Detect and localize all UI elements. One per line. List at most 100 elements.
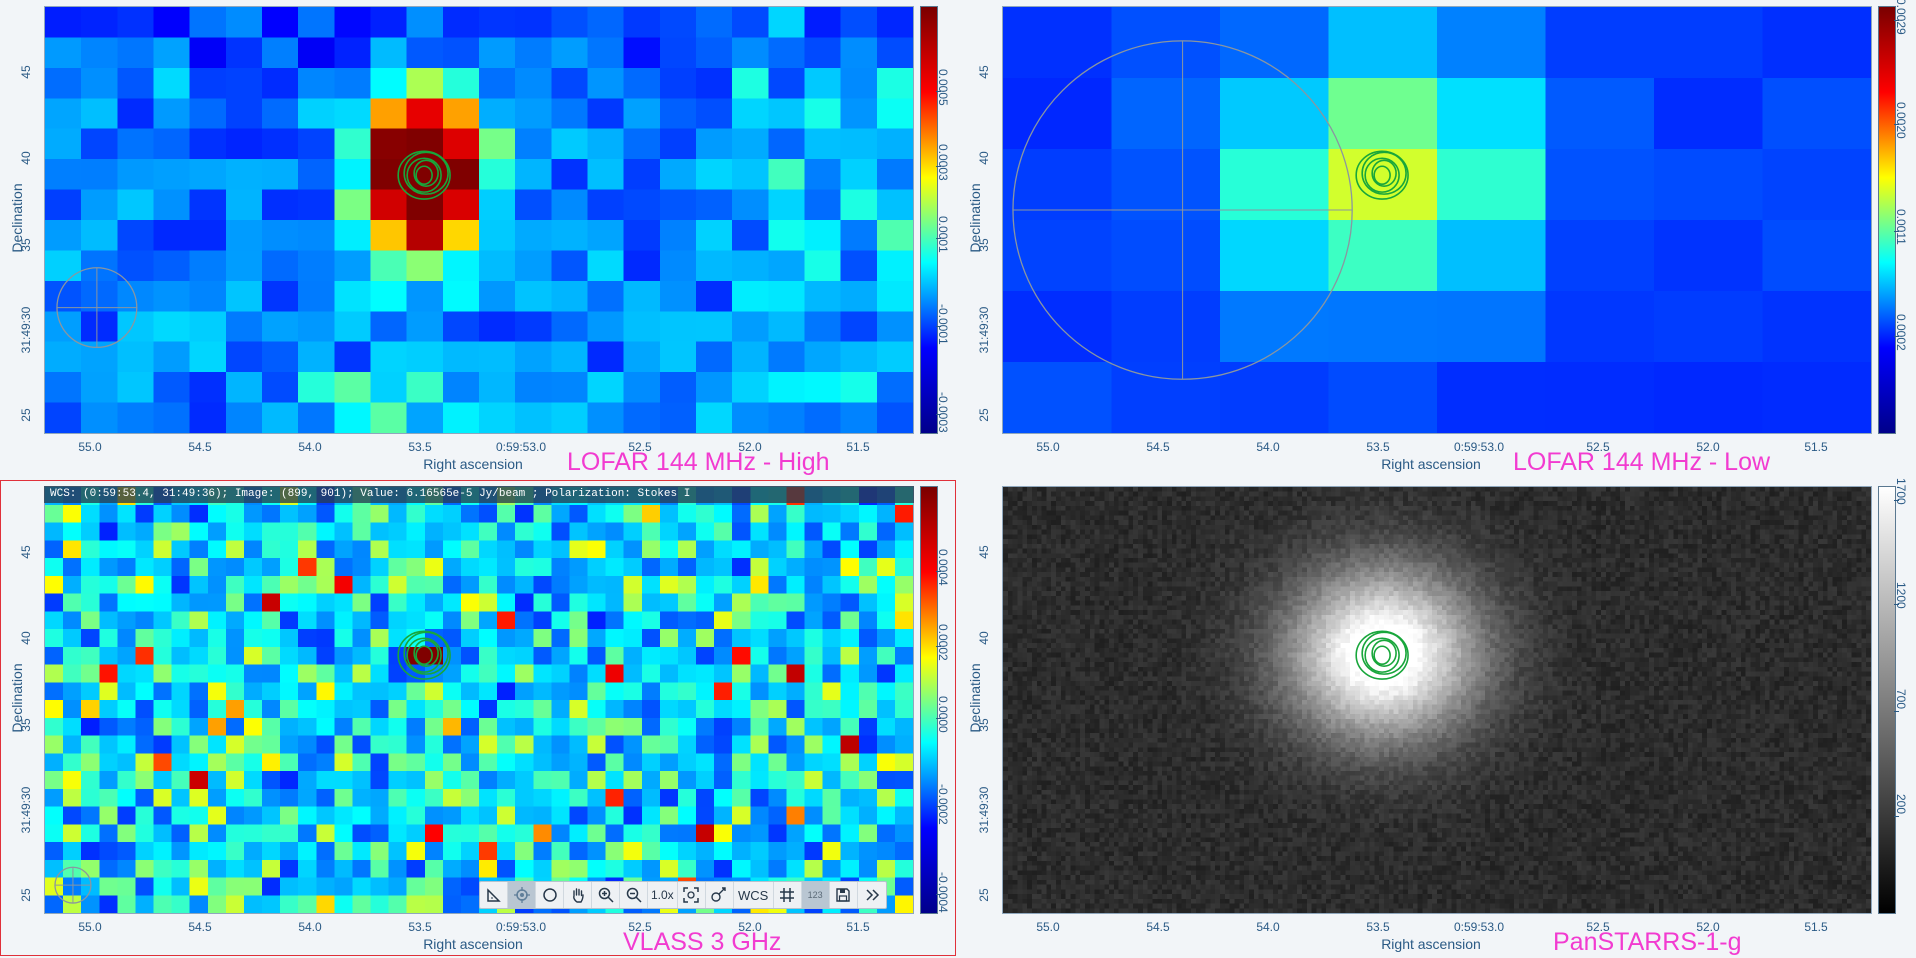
more-icon bbox=[866, 889, 879, 901]
x-tick-label: 54.0 bbox=[1256, 440, 1280, 454]
raster-image[interactable] bbox=[1003, 487, 1871, 913]
save-icon bbox=[836, 888, 850, 902]
panel-panstarrs[interactable]: 1700 1200 700 200 Declination 45 40 35 31:49:30 2… bbox=[958, 478, 1914, 956]
y-tick-label: 25 bbox=[19, 408, 33, 422]
coord-system-button[interactable]: WCS bbox=[734, 882, 774, 908]
pan-hand-icon bbox=[572, 888, 584, 903]
raster-image[interactable] bbox=[45, 487, 913, 913]
x-tick-label: 51.5 bbox=[1804, 440, 1828, 454]
raster-image[interactable] bbox=[45, 7, 913, 433]
x-tick-label: 54.0 bbox=[298, 440, 322, 454]
zoom-out-button[interactable] bbox=[620, 882, 648, 908]
catalog-button[interactable] bbox=[706, 882, 734, 908]
contour-overlay bbox=[397, 630, 451, 680]
x-tick-label: 53.5 bbox=[408, 440, 432, 454]
colorbar-tick-label: -0.0002 bbox=[936, 784, 950, 825]
x-tick-label: 55.0 bbox=[1036, 440, 1060, 454]
y-tick-label: 40 bbox=[977, 631, 991, 645]
y-tick-label: 31:49:30 bbox=[19, 306, 33, 354]
colorbar-tick bbox=[936, 166, 941, 167]
distance-measure-button[interactable] bbox=[480, 882, 508, 908]
colorbar-tick bbox=[1894, 816, 1899, 817]
colorbar-tick-label: 0.0003 bbox=[936, 144, 950, 181]
x-tick-label: 54.5 bbox=[1146, 440, 1170, 454]
colorbar-tick-label: 1200 bbox=[1894, 582, 1908, 609]
raster-image[interactable] bbox=[1003, 7, 1871, 433]
colorbar-tick bbox=[936, 894, 941, 895]
x-tick-label: 51.5 bbox=[846, 920, 870, 934]
colorbar-tick bbox=[936, 718, 941, 719]
x-tick-label: 53.5 bbox=[1366, 920, 1390, 934]
ruler-icon bbox=[486, 888, 501, 902]
beam-marker bbox=[54, 866, 92, 904]
colorbar-tick bbox=[936, 571, 941, 572]
colorbar-tick bbox=[1894, 500, 1899, 501]
y-tick-label: 25 bbox=[19, 888, 33, 902]
x-tick-label: 52.0 bbox=[738, 440, 762, 454]
colorbar-tick-label: 1700 bbox=[1894, 478, 1908, 505]
x-tick-label: 0:59:53.0 bbox=[495, 440, 547, 454]
colorbar-tick-label: -0.0003 bbox=[936, 392, 950, 433]
crosshair-icon bbox=[513, 887, 530, 903]
x-tick-label: 0:59:53.0 bbox=[1453, 920, 1505, 934]
x-tick-label: 51.5 bbox=[846, 440, 870, 454]
zoom-in-button[interactable] bbox=[592, 882, 620, 908]
y-tick-label: 35 bbox=[977, 238, 991, 252]
y-tick-label: 45 bbox=[19, 545, 33, 559]
x-tick-label: 54.5 bbox=[1146, 920, 1170, 934]
zoom-out-icon bbox=[626, 887, 642, 903]
image-view[interactable] bbox=[1002, 486, 1872, 914]
beam-marker bbox=[1012, 40, 1353, 380]
region-button[interactable] bbox=[536, 882, 564, 908]
x-tick-label: 52.0 bbox=[738, 920, 762, 934]
beam-marker bbox=[56, 267, 138, 349]
colorbar-tick-label: 0.0002 bbox=[1894, 314, 1908, 351]
contour-overlay bbox=[1355, 150, 1409, 200]
panel-lofar-low[interactable]: 0.0029 0.0020 0.0011 0.0002 Declination 45 40 3… bbox=[958, 0, 1914, 476]
panel-title: PanSTARRS-1-g bbox=[1553, 928, 1742, 956]
image-view[interactable] bbox=[44, 486, 914, 914]
grid-icon bbox=[780, 888, 795, 902]
pan-button[interactable] bbox=[564, 882, 592, 908]
x-tick-label: 52.5 bbox=[628, 440, 652, 454]
colorbar-tick bbox=[1894, 231, 1899, 232]
pointer-button[interactable] bbox=[508, 882, 536, 908]
zoom-level-button[interactable]: 1.0x bbox=[648, 882, 678, 908]
colorbar-tick bbox=[936, 326, 941, 327]
colorbar-tick bbox=[1894, 711, 1899, 712]
y-tick-label: 25 bbox=[977, 888, 991, 902]
y-tick-label: 31:49:30 bbox=[977, 306, 991, 354]
value-label-button[interactable]: 123 bbox=[801, 882, 830, 908]
image-toolbar: 1.0x WCS 123 bbox=[479, 881, 887, 909]
colorbar-tick-label: 0.0004 bbox=[936, 549, 950, 586]
panel-title: LOFAR 144 MHz - High bbox=[567, 448, 830, 476]
colorbar-tick-label: 700 bbox=[1894, 689, 1908, 710]
catalog-icon bbox=[711, 887, 726, 902]
panel-lofar-high[interactable]: 0.0005 0.0003 0.0001 -0.0001 -0.0003 Declinat… bbox=[0, 0, 956, 476]
image-view[interactable] bbox=[44, 6, 914, 434]
y-tick-label: 40 bbox=[977, 151, 991, 165]
y-tick-label: 35 bbox=[19, 718, 33, 732]
colorbar-tick-label: 0.0001 bbox=[936, 216, 950, 253]
save-image-button[interactable] bbox=[830, 882, 858, 908]
panel-title: VLASS 3 GHz bbox=[623, 928, 782, 956]
panel-vlass[interactable]: 0.0004 0.0002 0.0000 -0.0002 -0.0004 Declinat… bbox=[0, 480, 956, 956]
zoom-in-icon bbox=[598, 887, 614, 903]
colorbar-tick-label: 0.0011 bbox=[1894, 209, 1908, 245]
grid-button[interactable] bbox=[774, 882, 802, 908]
colorbar bbox=[920, 6, 938, 434]
more-button[interactable] bbox=[858, 882, 886, 908]
y-tick-label: 40 bbox=[19, 631, 33, 645]
x-axis-label: Right ascension bbox=[423, 936, 523, 952]
colorbar-tick bbox=[936, 238, 941, 239]
x-axis-label: Right ascension bbox=[1381, 936, 1481, 952]
x-tick-label: 54.0 bbox=[298, 920, 322, 934]
colorbar-tick bbox=[1894, 124, 1899, 125]
image-view[interactable] bbox=[1002, 6, 1872, 434]
x-tick-label: 52.5 bbox=[1586, 440, 1610, 454]
colorbar-tick-label: 0.0029 bbox=[1894, 0, 1908, 35]
colorbar-tick bbox=[1894, 604, 1899, 605]
y-tick-label: 40 bbox=[19, 151, 33, 165]
colorbar-tick-label: 200 bbox=[1894, 794, 1908, 815]
zoom-fit-button[interactable] bbox=[678, 882, 706, 908]
